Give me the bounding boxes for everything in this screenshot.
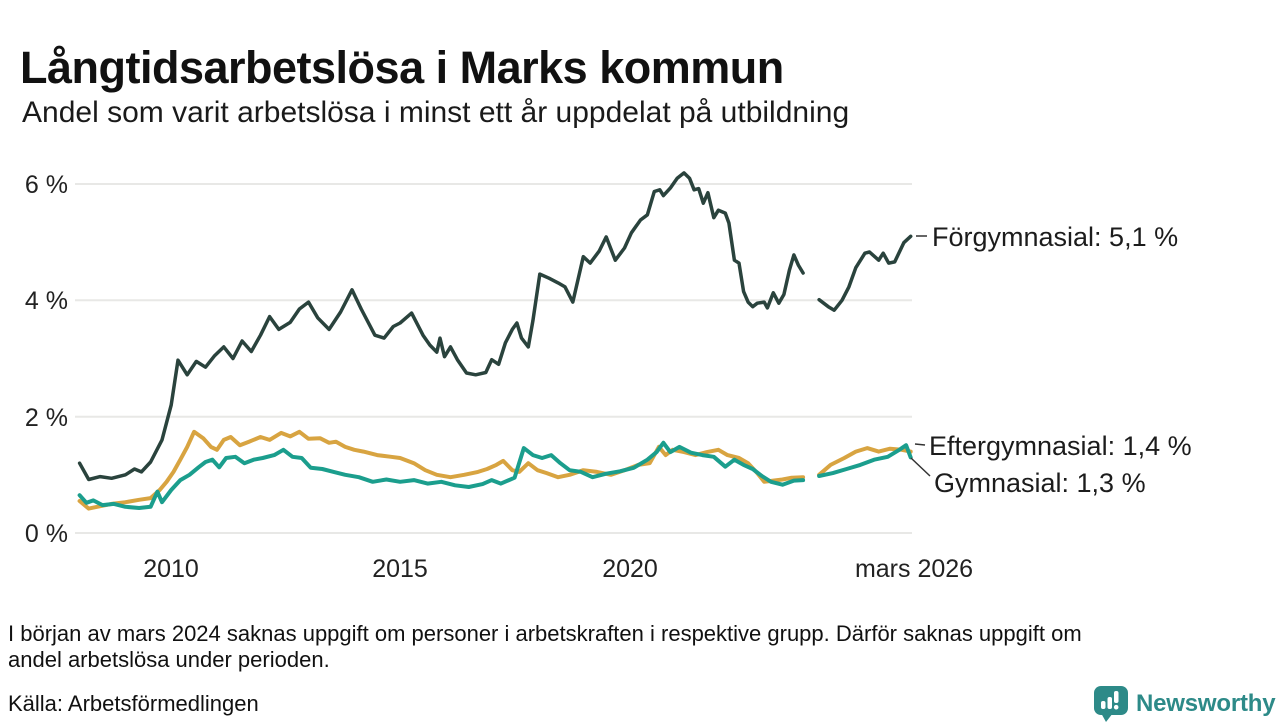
series-lines xyxy=(77,171,913,511)
chart-title: Långtidsarbetslösa i Marks kommun xyxy=(20,42,784,94)
y-tick-2: 2 % xyxy=(25,404,68,432)
x-tick-2010: 2010 xyxy=(143,555,199,583)
annotation-leaders xyxy=(910,235,931,477)
series-line-forgymnasial xyxy=(77,171,805,482)
series-end-labels: Förgymnasial: 5,1 % Eftergymnasial: 1,4 … xyxy=(929,222,1192,498)
leader-eftergymnasial xyxy=(914,443,926,446)
newsworthy-icon xyxy=(1094,686,1128,722)
brand-logo: Newsworthy xyxy=(1094,686,1276,722)
x-tick-2020: 2020 xyxy=(602,555,658,583)
x-tick-mars-2026: mars 2026 xyxy=(855,555,973,583)
footnote-line-1: I början av mars 2024 saknas uppgift om … xyxy=(8,621,1082,646)
series-line-forgymnasial-after-gap xyxy=(817,234,913,312)
x-tick-2015: 2015 xyxy=(372,555,428,583)
footnote-line-2: andel arbetslösa under perioden. xyxy=(8,646,330,672)
y-axis-labels: 6 % 4 % 2 % 0 % xyxy=(25,171,68,548)
y-tick-6: 6 % xyxy=(25,171,68,199)
end-label-eftergymnasial: Eftergymnasial: 1,4 % xyxy=(929,431,1192,461)
brand-name: Newsworthy xyxy=(1136,690,1276,717)
end-label-gymnasial: Gymnasial: 1,3 % xyxy=(934,468,1146,498)
chart-subtitle: Andel som varit arbetslösa i minst ett å… xyxy=(22,96,850,129)
series-line-gymnasial-after-gap xyxy=(817,443,913,478)
footnote: I början av mars 2024 saknas uppgift om … xyxy=(8,621,1258,673)
gridlines xyxy=(75,183,912,534)
end-label-forgymnasial: Förgymnasial: 5,1 % xyxy=(932,222,1178,252)
leader-gymnasial xyxy=(910,457,931,477)
source-line: Källa: Arbetsförmedlingen xyxy=(8,691,259,716)
series-line-eftergymnasial xyxy=(77,429,806,511)
y-tick-4: 4 % xyxy=(25,287,68,315)
series-line-gymnasial xyxy=(77,440,806,510)
x-axis-labels: 2010 2015 2020 mars 2026 xyxy=(143,555,973,583)
y-tick-0: 0 % xyxy=(25,520,68,548)
